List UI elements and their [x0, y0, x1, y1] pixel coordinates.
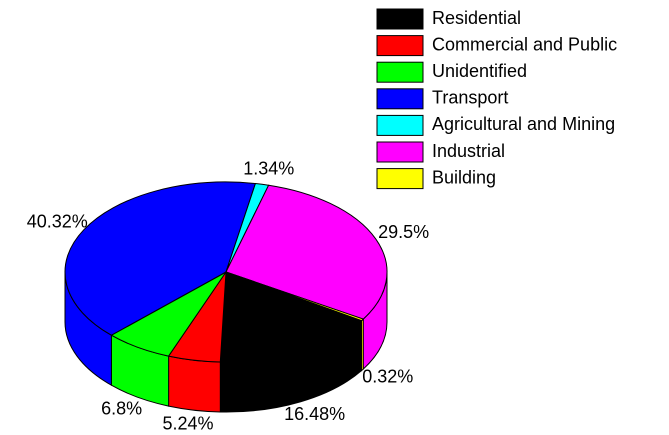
- data-label: 0.32%: [362, 367, 413, 387]
- legend-swatch: [376, 61, 424, 83]
- legend-label: Industrial: [432, 141, 505, 161]
- data-label: 16.48%: [284, 404, 345, 424]
- legend-swatch: [376, 88, 424, 110]
- pie-slice: [225, 271, 365, 322]
- data-label: 1.34%: [243, 158, 294, 178]
- legend-label: Transport: [432, 88, 508, 108]
- legend: Residential Commercial and Public Unidenti…: [376, 8, 617, 190]
- data-label: 6.8%: [101, 399, 142, 419]
- data-label: 40.32%: [27, 212, 88, 232]
- pie-side: [168, 355, 221, 413]
- legend-swatch: [376, 114, 424, 136]
- pie-tops: [64, 181, 388, 363]
- pie-slice: [219, 271, 363, 363]
- legend-label: Building: [432, 167, 496, 187]
- pie-side: [360, 317, 364, 372]
- pie-slice: [64, 181, 257, 336]
- legend-swatch: [376, 8, 424, 30]
- data-label: 29.5%: [378, 222, 429, 242]
- legend-swatch: [376, 168, 424, 190]
- legend-label: Commercial and Public: [432, 34, 617, 54]
- legend-label: Residential: [432, 8, 521, 28]
- legend-swatch: [376, 141, 424, 163]
- legend-label: Agricultural and Mining: [432, 114, 615, 134]
- legend-label: Unidentified: [432, 61, 527, 81]
- data-labels: 16.48% 5.24% 6.8% 40.32% 1.34% 29.5% 0.32%: [27, 158, 429, 433]
- legend-swatch: [376, 35, 424, 57]
- data-label: 5.24%: [163, 414, 214, 434]
- pie-sides: [64, 271, 388, 413]
